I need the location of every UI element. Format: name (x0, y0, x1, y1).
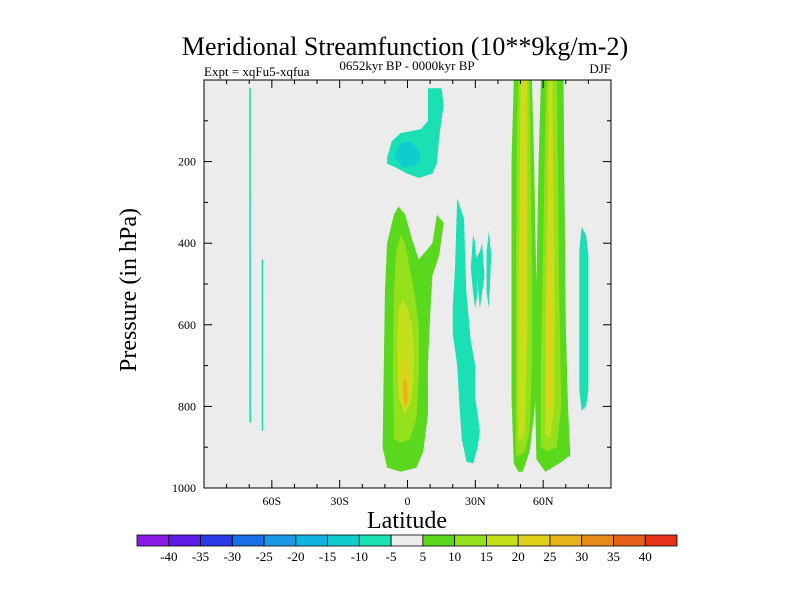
contour-nh-subtropical-tongue (452, 198, 480, 464)
subtitle-period: 0652kyr BP - 0000kyr BP (339, 58, 474, 73)
contour-sh-thin-band-b (261, 259, 264, 431)
colorbar-swatch (486, 534, 519, 547)
colorbar-swatch (644, 534, 678, 547)
colorbar-swatch (390, 534, 424, 547)
x-axis-label: Latitude (367, 508, 447, 534)
colorbar-swatch (454, 534, 487, 547)
contour-nh-positive-band-b-peak (547, 80, 553, 407)
y-tick-label: 600 (178, 318, 196, 332)
colorbar-swatch (358, 534, 392, 547)
y-tick-label: 800 (178, 399, 196, 413)
y-tick-label: 400 (178, 236, 196, 250)
colorbar-label: -10 (351, 549, 368, 564)
colorbar-swatch (517, 534, 551, 547)
contour-layer (249, 80, 589, 472)
colorbar-label: 20 (512, 549, 525, 564)
colorbar-swatch (327, 534, 360, 547)
colorbar-swatch (295, 534, 328, 547)
colorbar-swatch (581, 534, 614, 547)
colorbar-label: 30 (575, 549, 588, 564)
x-tick-label: 60N (533, 494, 554, 508)
contour-nh-positive-band-a-peak (520, 80, 526, 333)
y-axis-label: Pressure (in hPa) (116, 208, 142, 372)
axis-layer: 60S 30S 0 30N 60N 200 400 600 800 1000 (172, 80, 611, 508)
subtitle-season: DJF (589, 61, 611, 76)
colorbar-label: -15 (319, 549, 336, 564)
colorbar-label: -40 (160, 549, 177, 564)
x-tick-label: 30N (465, 494, 486, 508)
colorbar-label: 10 (448, 549, 461, 564)
subtitle-experiment: Expt = xqFu5-xqfua (204, 64, 310, 79)
contour-nh-high-lat-blob (579, 226, 589, 411)
colorbar-swatch (422, 534, 456, 547)
colorbar-swatch (263, 534, 297, 547)
colorbar-swatch (168, 534, 201, 547)
colorbar-swatch (549, 534, 583, 547)
contour-upper-tropical-cell-inner (393, 141, 422, 168)
colorbar-label: 35 (607, 549, 620, 564)
contour-nh-spike-a (470, 235, 478, 309)
contour-nh-spike-c (486, 231, 492, 309)
colorbar-label: 40 (639, 549, 652, 564)
colorbar-label: -5 (386, 549, 397, 564)
colorbar-label: -20 (287, 549, 304, 564)
colorbar-label: 15 (480, 549, 493, 564)
colorbar-swatch (613, 534, 646, 547)
colorbar-label: -35 (192, 549, 209, 564)
chart-title: Meridional Streamfunction (10**9kg/m-2) (182, 32, 628, 61)
x-tick-label: 60S (262, 494, 281, 508)
y-tick-label: 200 (178, 155, 196, 169)
colorbar-label: 25 (543, 549, 556, 564)
colorbar-label: 5 (420, 549, 427, 564)
colorbar: -40 -35 -30 -25 -20 -15 -10 -5 5 10 15 20 25 30 35 40 (136, 534, 678, 564)
contour-sh-thin-band-a (249, 88, 251, 423)
x-tick-label: 0 (405, 494, 411, 508)
contour-tropical-positive-core-4 (403, 377, 408, 407)
colorbar-swatch (231, 534, 265, 547)
x-tick-label: 30S (330, 494, 349, 508)
colorbar-label: -30 (224, 549, 241, 564)
y-tick-label: 1000 (172, 481, 196, 495)
colorbar-label: -25 (255, 549, 272, 564)
colorbar-swatch (200, 534, 233, 547)
colorbar-swatch (136, 534, 170, 547)
contour-nh-spike-b (475, 243, 485, 309)
